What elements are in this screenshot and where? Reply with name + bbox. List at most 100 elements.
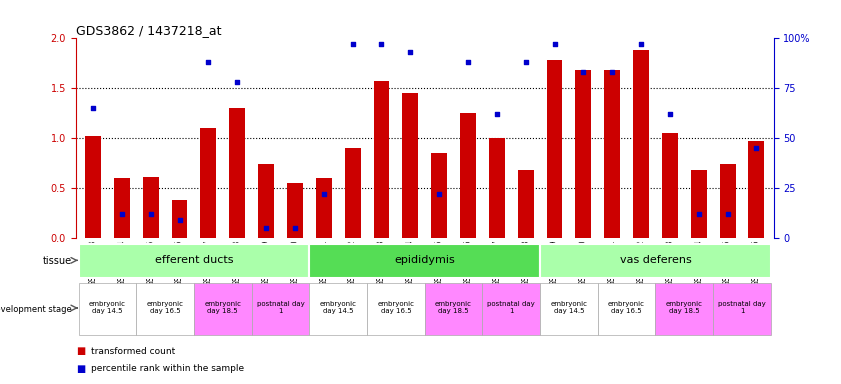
Bar [309,244,540,278]
Bar [720,164,736,238]
Point [432,191,446,197]
Text: embryonic
day 14.5: embryonic day 14.5 [550,301,587,314]
Text: epididymis: epididymis [394,255,455,265]
Text: GSM560931: GSM560931 [320,240,328,286]
Bar [605,70,620,238]
Bar [518,170,533,238]
Text: GSM560924: GSM560924 [118,240,126,286]
Text: embryonic
day 16.5: embryonic day 16.5 [608,301,645,314]
Bar [345,148,361,238]
Text: GSM560940: GSM560940 [579,240,588,286]
Text: GSM560945: GSM560945 [723,240,732,286]
Bar [575,70,591,238]
Bar [367,283,425,335]
Text: tissue: tissue [42,256,71,266]
Point [202,59,215,65]
Bar [258,164,274,238]
Point [288,225,302,231]
Point [172,217,186,223]
Point [547,41,561,48]
Point [490,111,504,118]
Bar [489,138,505,238]
Text: embryonic
day 16.5: embryonic day 16.5 [378,301,415,314]
Text: transformed count: transformed count [91,347,175,356]
Bar [690,170,706,238]
Point [317,191,331,197]
Text: postnatal day
1: postnatal day 1 [718,301,766,314]
Point [461,59,474,65]
Text: GSM560939: GSM560939 [550,240,559,286]
Text: GSM560933: GSM560933 [377,240,386,286]
Text: embryonic
day 14.5: embryonic day 14.5 [89,301,126,314]
Text: GSM560937: GSM560937 [492,240,501,286]
Text: GSM560936: GSM560936 [463,240,473,286]
Text: GSM560935: GSM560935 [435,240,443,286]
Bar [316,178,331,238]
Point [259,225,272,231]
Text: embryonic
day 16.5: embryonic day 16.5 [146,301,183,314]
Point [230,79,244,85]
Bar [194,283,251,335]
Text: embryonic
day 18.5: embryonic day 18.5 [435,301,472,314]
Bar [85,136,101,238]
Bar [251,283,309,335]
Bar [483,283,540,335]
Point [634,41,648,48]
Bar [373,81,389,238]
Text: GSM560943: GSM560943 [665,240,674,286]
Text: embryonic
day 14.5: embryonic day 14.5 [320,301,357,314]
Text: GSM560923: GSM560923 [88,240,98,286]
Text: GSM560929: GSM560929 [262,240,271,286]
Text: ■: ■ [76,346,85,356]
Point [664,111,677,118]
Bar [136,283,194,335]
Point [519,59,532,65]
Point [144,211,157,217]
Text: postnatal day
1: postnatal day 1 [488,301,535,314]
Bar [633,50,649,238]
Text: GSM560925: GSM560925 [146,240,156,286]
Bar [540,244,771,278]
Text: GDS3862 / 1437218_at: GDS3862 / 1437218_at [76,24,221,37]
Text: GSM560930: GSM560930 [290,240,299,286]
Text: ■: ■ [76,364,85,374]
Bar [230,108,245,238]
Bar [547,60,563,238]
Bar [78,244,309,278]
Bar [287,183,303,238]
Text: GSM560938: GSM560938 [521,240,530,286]
Point [749,145,763,151]
Text: GSM560934: GSM560934 [406,240,415,286]
Text: embryonic
day 18.5: embryonic day 18.5 [666,301,703,314]
Text: GSM560942: GSM560942 [637,240,646,286]
Point [577,69,590,75]
Text: postnatal day
1: postnatal day 1 [257,301,304,314]
Point [87,105,100,111]
Text: GSM560926: GSM560926 [175,240,184,286]
Text: GSM560941: GSM560941 [608,240,616,286]
Bar [713,283,771,335]
Text: GSM560932: GSM560932 [348,240,357,286]
Point [606,69,619,75]
Bar [748,141,764,238]
Point [346,41,359,48]
Text: percentile rank within the sample: percentile rank within the sample [91,364,244,373]
Text: vas deferens: vas deferens [620,255,691,265]
Bar [78,283,136,335]
Bar [309,283,367,335]
Point [375,41,389,48]
Point [115,211,129,217]
Text: embryonic
day 18.5: embryonic day 18.5 [204,301,241,314]
Bar [114,178,130,238]
Point [404,49,417,55]
Bar [172,200,188,238]
Bar [200,128,216,238]
Text: GSM560928: GSM560928 [233,240,241,286]
Bar [425,283,483,335]
Bar [402,93,418,238]
Bar [460,113,476,238]
Bar [655,283,713,335]
Text: GSM560944: GSM560944 [694,240,703,286]
Point [721,211,734,217]
Text: GSM560927: GSM560927 [204,240,213,286]
